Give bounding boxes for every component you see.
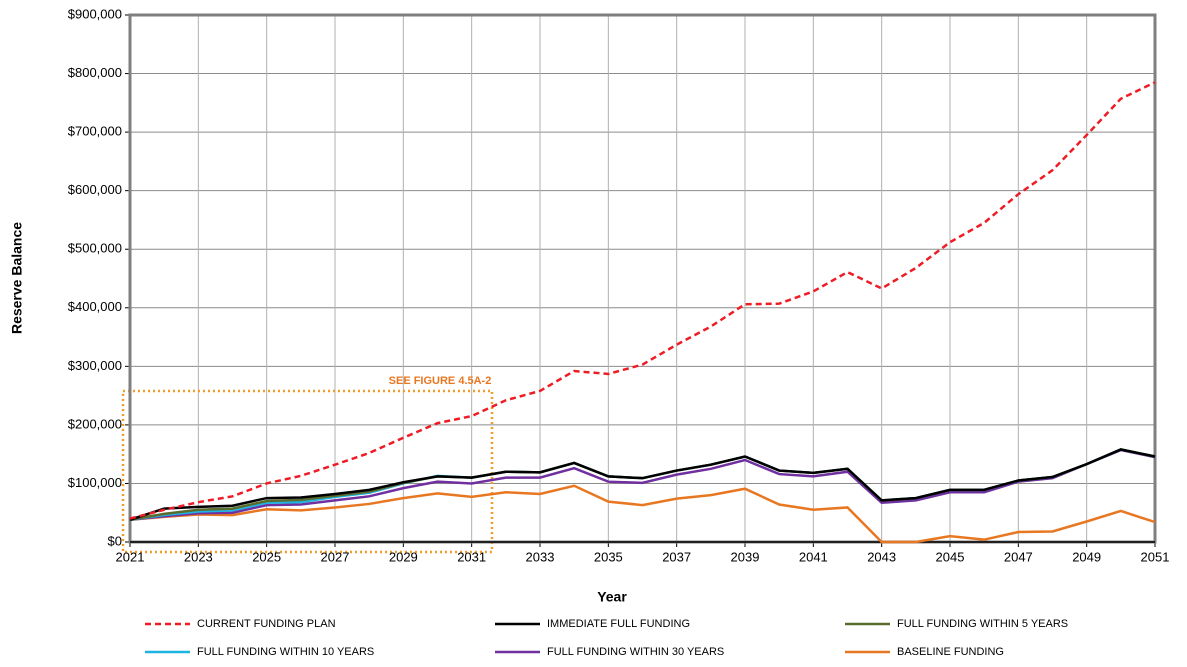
y-tick-label: $200,000	[68, 416, 122, 431]
x-tick-label: 2031	[457, 549, 486, 564]
x-tick-label: 2041	[799, 549, 828, 564]
y-tick-label: $400,000	[68, 299, 122, 314]
legend-label: IMMEDIATE FULL FUNDING	[547, 618, 690, 630]
series-line	[129, 448, 1156, 521]
x-tick-label: 2039	[731, 549, 760, 564]
legend-label: FULL FUNDING WITHIN 30 YEARS	[547, 646, 724, 658]
legend-label: FULL FUNDING WITHIN 5 YEARS	[897, 618, 1068, 630]
x-tick-label: 2037	[662, 549, 691, 564]
x-tick-label: 2021	[116, 549, 145, 564]
series-line	[129, 81, 1156, 520]
x-tick-label: 2033	[526, 549, 555, 564]
x-tick-label: 2045	[936, 549, 965, 564]
x-tick-label: 2025	[252, 549, 281, 564]
legend-label: FULL FUNDING WITHIN 10 YEARS	[197, 646, 374, 658]
y-tick-label: $600,000	[68, 182, 122, 197]
y-tick-label: $100,000	[68, 475, 122, 490]
x-tick-label: 2035	[594, 549, 623, 564]
x-tick-label: 2023	[184, 549, 213, 564]
x-tick-label: 2051	[1141, 549, 1170, 564]
legend-label: CURRENT FUNDING PLAN	[197, 618, 336, 630]
x-tick-label: 2049	[1072, 549, 1101, 564]
y-tick-label: $300,000	[68, 358, 122, 373]
y-tick-label: $900,000	[68, 6, 122, 21]
y-tick-label: $0	[108, 533, 122, 548]
y-tick-label: $800,000	[68, 65, 122, 80]
y-axis-label: Reserve Balance	[9, 222, 25, 334]
x-tick-label: 2027	[321, 549, 350, 564]
series-line	[129, 484, 1156, 544]
x-tick-label: 2047	[1004, 549, 1033, 564]
x-tick-label: 2029	[389, 549, 418, 564]
series-line	[129, 448, 1156, 521]
annotation: SEE FIGURE 4.5A-2	[389, 375, 492, 387]
legend-label: BASELINE FUNDING	[897, 646, 1004, 658]
y-tick-label: $500,000	[68, 241, 122, 256]
x-axis-label: Year	[597, 589, 627, 605]
y-tick-label: $700,000	[68, 124, 122, 139]
x-tick-label: 2043	[867, 549, 896, 564]
